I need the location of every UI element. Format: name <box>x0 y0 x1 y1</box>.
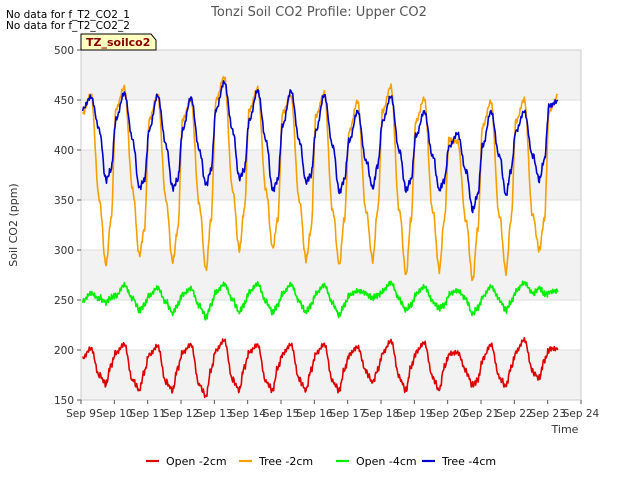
x-tick-label: Sep 20 <box>429 408 466 420</box>
y-axis-title: Soil CO2 (ppm) <box>7 183 20 266</box>
x-tick-label: Sep 13 <box>196 408 233 420</box>
legend: Open -2cm Tree -2cm Open -4cm Tree -4cm <box>146 455 496 468</box>
y-tick-label: 450 <box>54 95 74 107</box>
x-tick-label: Sep 21 <box>463 408 500 420</box>
plot-frame <box>80 49 582 401</box>
y-tick-label: 350 <box>54 195 74 207</box>
x-tick-label: Sep 22 <box>496 408 533 420</box>
y-axis-ticks: 150 200 250 300 350 400 450 500 <box>54 45 81 407</box>
y-tick-label: 250 <box>54 295 74 307</box>
shaded-band <box>81 250 581 300</box>
y-tick-label: 500 <box>54 45 74 57</box>
legend-label-tree-4cm: Tree -4cm <box>441 455 496 468</box>
y-tick-label: 300 <box>54 245 74 257</box>
legend-label-open-2cm: Open -2cm <box>166 455 227 468</box>
x-tick-label: Sep 15 <box>263 408 300 420</box>
x-tick-label: Sep 23 <box>529 408 566 420</box>
series-line-tree-4cm <box>81 80 559 214</box>
background-bands <box>81 50 581 400</box>
x-tick-label: Sep 12 <box>163 408 200 420</box>
x-axis-title: Time <box>551 423 579 436</box>
x-tick-label: Sep 19 <box>396 408 433 420</box>
y-tick-label: 400 <box>54 145 74 157</box>
x-tick-label: Sep 24 <box>563 408 600 420</box>
legend-label-tree-2cm: Tree -2cm <box>258 455 313 468</box>
series-line-tree-2cm <box>81 75 559 282</box>
nodata-note-2: No data for f_T2_CO2_2 <box>6 20 130 32</box>
nodata-note-1: No data for f_T2_CO2_1 <box>6 9 130 21</box>
site-label-box: TZ_soilco2 <box>80 33 157 51</box>
legend-label-open-4cm: Open -4cm <box>356 455 417 468</box>
series-lines <box>81 75 559 399</box>
x-tick-label: Sep 17 <box>329 408 366 420</box>
y-tick-label: 200 <box>54 345 74 357</box>
x-tick-label: Sep 11 <box>129 408 166 420</box>
series-line-open-4cm <box>81 280 559 321</box>
site-label: TZ_soilco2 <box>86 36 150 49</box>
x-tick-label: Sep 18 <box>363 408 400 420</box>
y-tick-label: 150 <box>54 395 74 407</box>
x-tick-label: Sep 9 <box>66 408 96 420</box>
series-line-open-2cm <box>81 337 559 399</box>
chart-title: Tonzi Soil CO2 Profile: Upper CO2 <box>210 5 427 20</box>
x-tick-label: Sep 16 <box>296 408 333 420</box>
shaded-band <box>81 50 581 100</box>
x-tick-label: Sep 10 <box>96 408 133 420</box>
x-tick-label: Sep 14 <box>229 408 266 420</box>
